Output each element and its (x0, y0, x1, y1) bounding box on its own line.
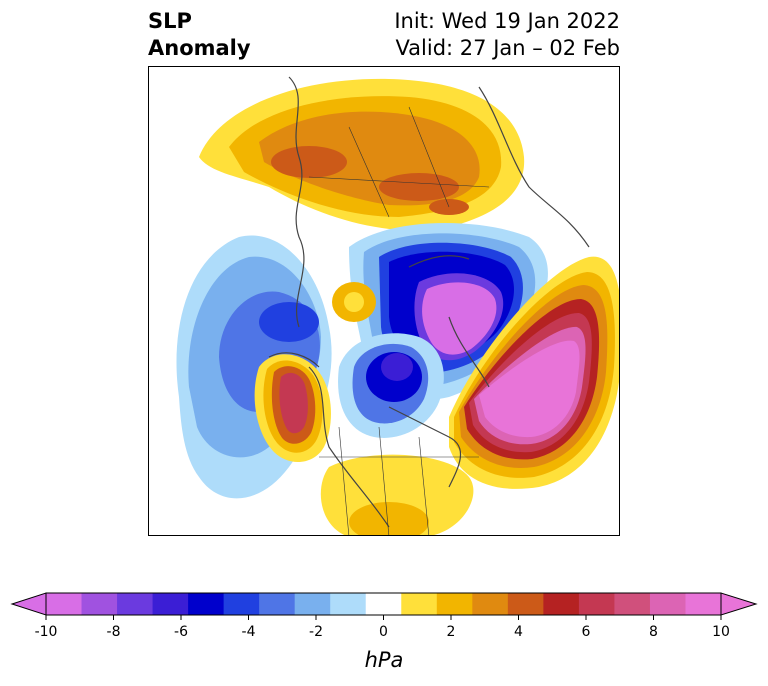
colorbar-bin (223, 593, 260, 615)
colorbar-bin (685, 593, 722, 615)
colorbar-tick-label: 2 (447, 624, 456, 638)
forecast-dates: Init: Wed 19 Jan 2022 Valid: 27 Jan – 02… (394, 8, 620, 62)
colorbar-bin (578, 593, 615, 615)
colorbar-bin (294, 593, 331, 615)
init-date: Init: Wed 19 Jan 2022 (394, 9, 620, 33)
high-alaska-gulf (254, 354, 331, 463)
title-line-1: SLP (148, 9, 192, 33)
borders (308, 106, 490, 535)
colorbar-tick-label: 10 (712, 624, 730, 638)
colorbar-tick-label: -8 (107, 624, 121, 638)
colorbar-bin (507, 593, 544, 615)
colorbar: -10 -8 -6 -4 -2 0 2 4 6 8 10 (10, 592, 758, 638)
colorbar-bin (152, 593, 189, 615)
colorbar-bin (46, 593, 83, 615)
colorbar-unit: hPa (364, 648, 404, 672)
colorbar-bin (401, 593, 438, 615)
anomaly-map (176, 76, 619, 535)
colorbar-tick-label: 4 (514, 624, 523, 638)
colorbar-bin (117, 593, 154, 615)
title-line-2: Anomaly (148, 36, 251, 60)
colorbar-bin (188, 593, 225, 615)
colorbar-bin (436, 593, 473, 615)
colorbar-bin (365, 593, 402, 615)
high-southern-us (320, 454, 474, 535)
colorbar-tick-label: -10 (35, 624, 58, 638)
colorbar-bin (472, 593, 509, 615)
colorbar-bin (543, 593, 580, 615)
colorbar-tick-label: -6 (174, 624, 188, 638)
low-canada-greenland (338, 333, 444, 438)
colorbar-extend-min (10, 592, 47, 616)
valid-range: Valid: 27 Jan – 02 Feb (395, 36, 620, 60)
colorbar-bin (81, 593, 118, 615)
map-title: SLP Anomaly (148, 8, 251, 62)
colorbar-tick-label: -2 (309, 624, 323, 638)
colorbar-bin (649, 593, 686, 615)
map-panel (148, 66, 620, 536)
colorbar-bin (614, 593, 651, 615)
colorbar-tick-label: 0 (379, 624, 388, 638)
high-north-atlantic (449, 256, 619, 489)
colorbar-tick-label: 6 (582, 624, 591, 638)
colorbar-bin (330, 593, 367, 615)
colorbar-tick-label: -4 (242, 624, 256, 638)
colorbar-extend-max (720, 592, 758, 616)
coastlines (268, 76, 590, 528)
colorbar-bin (259, 593, 296, 615)
colorbar-tick-label: 8 (649, 624, 658, 638)
